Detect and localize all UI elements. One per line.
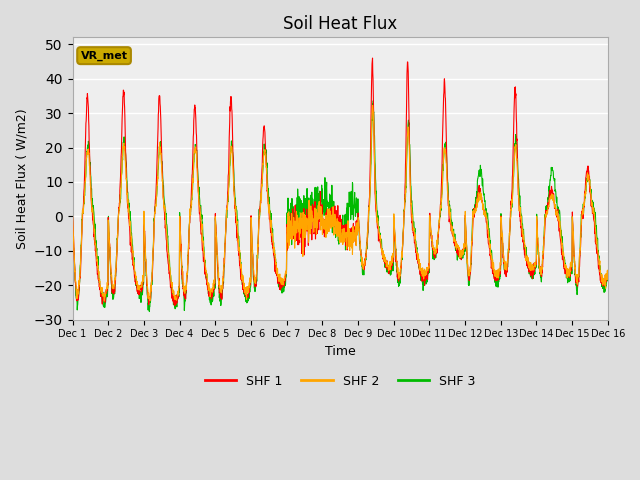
SHF 2 [100, 298, 108, 304]
SHF 3 [68, 216, 76, 222]
SHF 3 [145, 309, 153, 314]
SHF 2 [356, 234, 364, 240]
SHF 2 [68, 213, 76, 219]
Line: SHF 1: SHF 1 [72, 58, 608, 306]
SHF 2 [604, 267, 612, 273]
Line: SHF 3: SHF 3 [72, 101, 608, 312]
SHF 2 [496, 268, 504, 274]
SHF 2 [367, 135, 375, 141]
SHF 2 [572, 272, 580, 278]
SHF 1 [68, 214, 76, 220]
SHF 2 [218, 283, 226, 288]
SHF 2 [369, 103, 376, 108]
SHF 1 [496, 268, 504, 274]
SHF 3 [496, 266, 504, 272]
SHF 1 [557, 240, 564, 246]
SHF 1 [171, 303, 179, 309]
SHF 3 [367, 148, 375, 154]
SHF 3 [356, 240, 364, 246]
SHF 1 [356, 233, 364, 239]
SHF 1 [369, 55, 376, 61]
SHF 3 [604, 276, 612, 281]
SHF 1 [218, 292, 226, 298]
SHF 1 [572, 277, 580, 283]
Legend: SHF 1, SHF 2, SHF 3: SHF 1, SHF 2, SHF 3 [200, 370, 481, 393]
SHF 3 [369, 98, 377, 104]
Title: Soil Heat Flux: Soil Heat Flux [283, 15, 397, 33]
SHF 3 [218, 293, 226, 299]
SHF 2 [557, 234, 564, 240]
SHF 3 [557, 229, 564, 235]
Line: SHF 2: SHF 2 [72, 106, 608, 301]
SHF 1 [367, 94, 375, 99]
Y-axis label: Soil Heat Flux ( W/m2): Soil Heat Flux ( W/m2) [15, 108, 28, 249]
X-axis label: Time: Time [324, 345, 356, 358]
Text: VR_met: VR_met [81, 50, 127, 61]
SHF 3 [572, 282, 580, 288]
SHF 1 [604, 270, 612, 276]
